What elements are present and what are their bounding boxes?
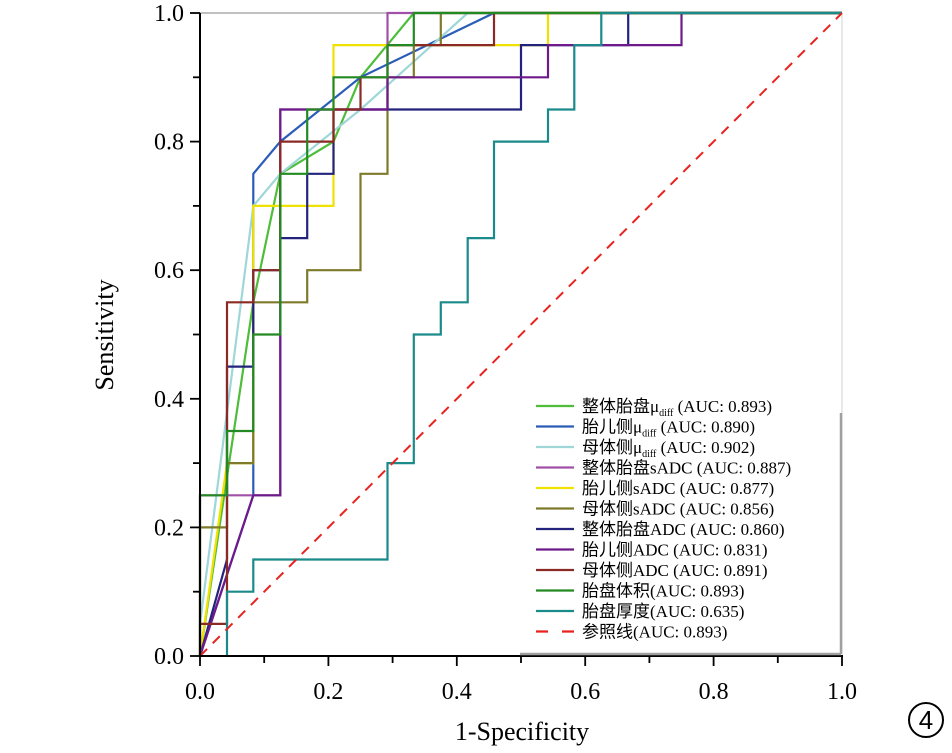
x-tick-label: 0.2: [313, 679, 343, 705]
legend-item: 母体侧sADC (AUC: 0.856): [536, 500, 774, 519]
x-tick-label: 1.0: [827, 679, 857, 705]
y-tick-label: 1.0: [154, 1, 184, 27]
legend-label: 胎盘厚度(AUC: 0.635): [582, 602, 744, 621]
legend-label: 母体侧μdiff (AUC: 0.902): [582, 438, 755, 460]
x-tick-label: 0.6: [570, 679, 600, 705]
y-tick-label: 0.0: [154, 644, 184, 670]
series-line-12: [199, 12, 843, 657]
figure-label-circle: [908, 702, 944, 738]
x-axis-title: 1-Specificity: [455, 717, 589, 746]
legend-label: 胎儿侧ADC (AUC: 0.831): [582, 541, 768, 560]
legend-item: 胎儿侧μdiff (AUC: 0.890): [536, 418, 755, 440]
legend-label: 整体胎盘μdiff (AUC: 0.893): [582, 397, 772, 419]
legend-label: 胎盘体积(AUC: 0.893): [582, 582, 744, 601]
legend-item: 参照线(AUC: 0.893): [536, 623, 727, 642]
legend-label: 胎儿侧sADC (AUC: 0.877): [582, 479, 774, 498]
axes: 0.0 0.2 0.4 0.6 0.8 1.0 0.0 0.2 0.4 0.6 0.8 1.0: [154, 1, 857, 705]
legend-item: 胎儿侧ADC (AUC: 0.831): [536, 541, 768, 560]
x-tick-label: 0.8: [699, 679, 729, 705]
series-line-11: [225, 11, 842, 656]
legend: 整体胎盘μdiff (AUC: 0.893)胎儿侧μdiff (AUC: 0.8…: [520, 397, 843, 656]
y-tick-label: 0.6: [154, 258, 184, 284]
x-tick-label: 0.0: [185, 679, 215, 705]
legend-item: 整体胎盘ADC (AUC: 0.860): [536, 520, 785, 539]
y-tick-label: 0.2: [154, 515, 184, 541]
figure-label-text: 4: [919, 705, 933, 735]
legend-label: 整体胎盘ADC (AUC: 0.860): [582, 520, 785, 539]
legend-label: 母体侧sADC (AUC: 0.856): [582, 500, 774, 519]
legend-item: 胎盘体积(AUC: 0.893): [536, 582, 744, 601]
legend-label: 母体侧ADC (AUC: 0.891): [582, 561, 768, 580]
legend-label: 胎儿侧μdiff (AUC: 0.890): [582, 418, 755, 440]
legend-item: 母体侧μdiff (AUC: 0.902): [536, 438, 755, 460]
figure-label-badge: 4: [908, 702, 944, 738]
legend-label: 整体胎盘sADC (AUC: 0.887): [582, 459, 791, 478]
legend-item: 母体侧ADC (AUC: 0.891): [536, 561, 768, 580]
y-tick-label: 0.4: [154, 387, 184, 413]
legend-label: 参照线(AUC: 0.893): [582, 623, 727, 642]
plot-area: [198, 11, 843, 657]
series-line-10: [198, 11, 842, 656]
series-line-9: [198, 11, 842, 656]
legend-item: 胎儿侧sADC (AUC: 0.877): [536, 479, 774, 498]
x-tick-label: 0.4: [442, 679, 472, 705]
legend-item: 整体胎盘μdiff (AUC: 0.893): [536, 397, 772, 419]
legend-item: 整体胎盘sADC (AUC: 0.887): [536, 459, 791, 478]
y-tick-label: 0.8: [154, 130, 184, 156]
legend-item: 胎盘厚度(AUC: 0.635): [536, 602, 744, 621]
y-axis-title: Sensitivity: [90, 279, 119, 390]
